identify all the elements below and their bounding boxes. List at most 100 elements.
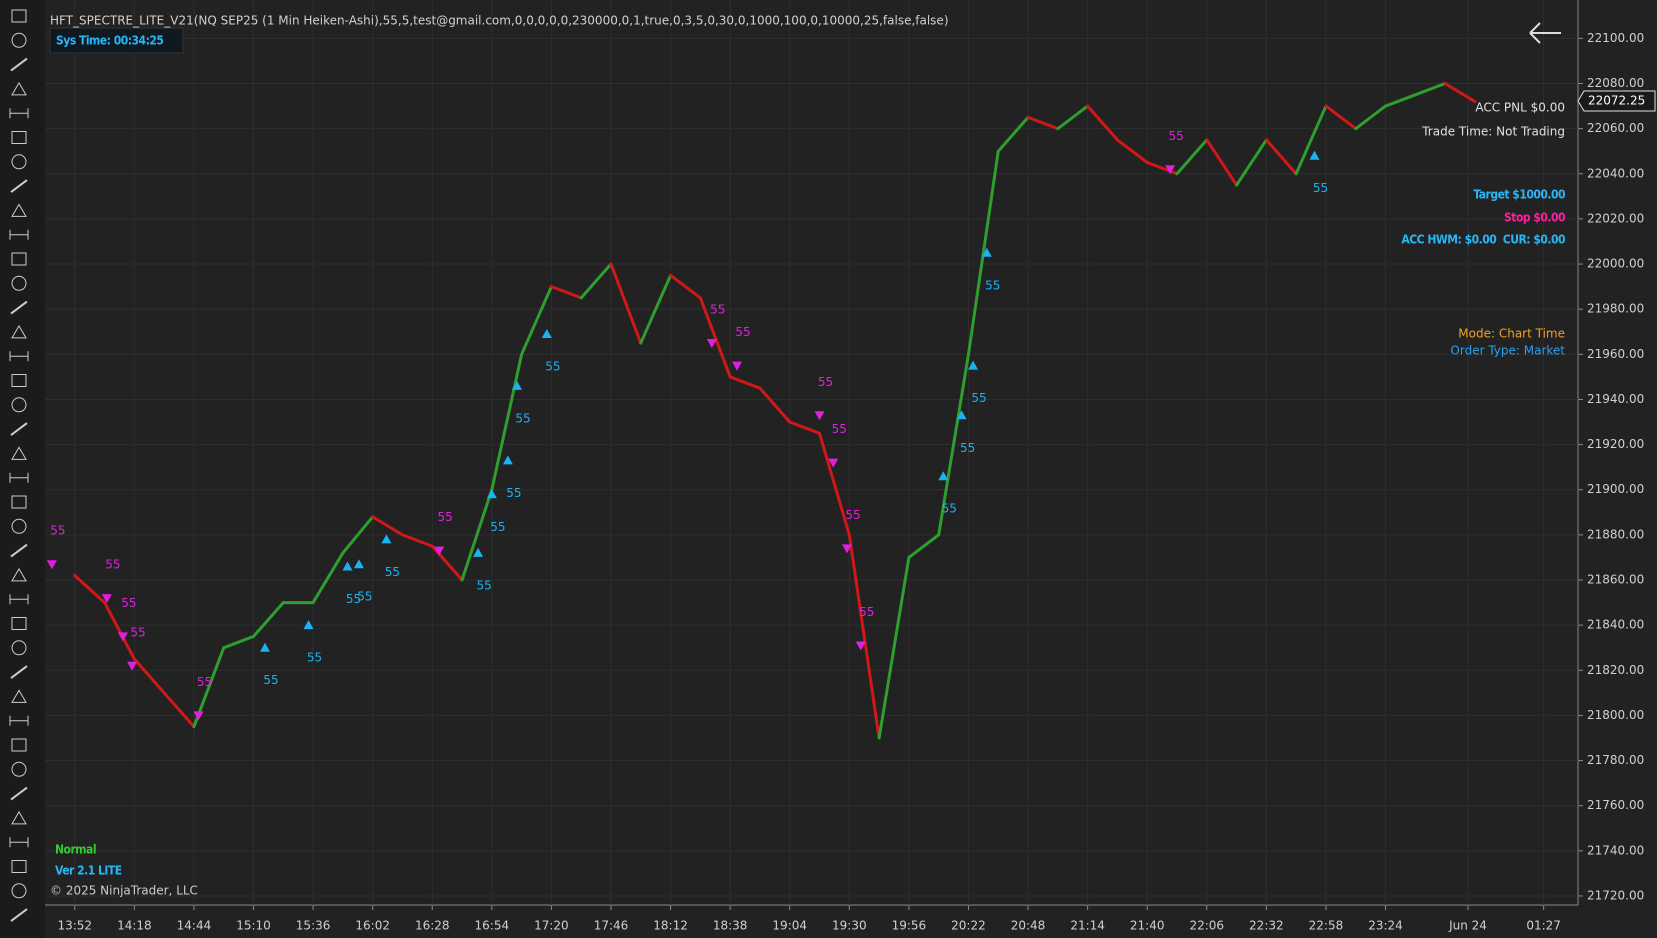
sell-signal — [828, 458, 839, 468]
price-segment — [460, 488, 494, 582]
tool-icon[interactable] — [11, 883, 27, 899]
tool-icon[interactable] — [11, 518, 27, 534]
tool-icon[interactable] — [11, 9, 27, 23]
signal-label: 55 — [437, 510, 452, 524]
price-segment — [1294, 104, 1328, 176]
tool-icon[interactable] — [9, 594, 29, 605]
tool-icon[interactable] — [10, 665, 28, 679]
tool-icon[interactable] — [11, 81, 27, 96]
y-tick-label: 21960.00 — [1587, 347, 1644, 361]
signal-label: 55 — [545, 360, 560, 374]
acc-pnl: ACC PNL $0.00 — [1475, 101, 1565, 115]
signal-label: 55 — [105, 558, 120, 572]
price-segment — [847, 533, 881, 740]
sell-signal — [101, 594, 112, 604]
tool-icon[interactable] — [9, 472, 29, 483]
price-segment — [1443, 82, 1477, 104]
price-segment — [73, 573, 107, 605]
price-segment — [758, 386, 792, 424]
buy-signal — [486, 489, 497, 499]
tool-icon[interactable] — [11, 738, 27, 752]
toolbar — [0, 0, 45, 938]
tool-icon[interactable] — [11, 397, 27, 413]
x-tick-label: 19:04 — [772, 919, 807, 933]
tool-icon[interactable] — [10, 786, 28, 801]
signal-label: 55 — [515, 411, 530, 425]
price-segment — [1413, 82, 1447, 97]
trade-time: Trade Time: Not Trading — [1421, 125, 1565, 139]
sell-signal — [117, 632, 128, 642]
tool-icon[interactable] — [11, 446, 27, 460]
price-segment — [1175, 138, 1209, 176]
tool-icon[interactable] — [9, 715, 29, 726]
signal-label: 55 — [197, 675, 212, 689]
tool-icon[interactable] — [9, 108, 29, 119]
price-segment — [788, 420, 822, 435]
sell-signal — [193, 711, 204, 721]
buy-signal — [342, 561, 353, 571]
sell-signal — [842, 544, 853, 554]
tool-icon[interactable] — [11, 495, 27, 509]
price-segment — [490, 352, 524, 492]
signal-label: 55 — [710, 303, 725, 317]
price-segment — [371, 515, 404, 537]
price-segment — [877, 555, 911, 740]
sell-signal — [732, 361, 743, 371]
tool-icon[interactable] — [10, 300, 28, 315]
tool-icon[interactable] — [10, 422, 28, 436]
price-segment — [1264, 138, 1298, 176]
x-tick-label: 20:48 — [1011, 919, 1046, 933]
price-segment — [1145, 160, 1179, 176]
sell-signal — [46, 560, 57, 570]
tool-icon[interactable] — [11, 324, 27, 339]
tool-icon[interactable] — [11, 761, 27, 777]
tool-icon[interactable] — [11, 374, 27, 387]
mode: Mode: Chart Time — [1458, 327, 1565, 341]
x-tick-label: 14:44 — [177, 919, 212, 933]
tool-icon[interactable] — [11, 617, 27, 630]
plot: 55 55 55 55 55 55 55 55 55 55 55 55 55 55 55 55 55 55 55 55… — [46, 82, 1477, 740]
back-arrow[interactable] — [1529, 22, 1561, 44]
signal-label: 55 — [476, 578, 491, 592]
price-segment — [728, 375, 762, 390]
tool-icon[interactable] — [11, 131, 27, 144]
tool-icon[interactable] — [11, 810, 27, 825]
order-type: Order Type: Market — [1450, 344, 1565, 358]
price-segment — [1384, 93, 1417, 108]
acc-hwm: ACC HWM: $0.00 CUR: $0.00 — [1401, 233, 1565, 247]
signal-label: 55 — [942, 502, 957, 516]
x-tick-label: 14:18 — [117, 919, 152, 933]
stop: Stop $0.00 — [1504, 211, 1565, 225]
tool-icon[interactable] — [9, 837, 29, 848]
tool-icon[interactable] — [11, 567, 27, 582]
buy-signal — [938, 471, 949, 481]
tool-icon[interactable] — [10, 179, 28, 193]
tool-icon[interactable] — [11, 203, 27, 217]
tool-icon[interactable] — [9, 229, 29, 240]
buy-signal — [1309, 150, 1320, 160]
x-tick-label: 23:24 — [1368, 919, 1403, 933]
tool-icon[interactable] — [10, 908, 28, 922]
x-tick-label: 16:02 — [355, 919, 390, 933]
tool-icon[interactable] — [11, 154, 27, 170]
x-tick-label: 19:56 — [892, 919, 927, 933]
x-tick-label: 13:52 — [57, 919, 92, 933]
tool-icon[interactable] — [11, 689, 27, 703]
y-tick-label: 21760.00 — [1587, 798, 1644, 812]
signal-label: 55 — [385, 565, 400, 579]
tool-icon[interactable] — [10, 57, 28, 72]
tool-icon[interactable] — [11, 252, 27, 266]
price-segment — [222, 634, 256, 650]
tool-icon[interactable] — [10, 543, 28, 558]
tool-icon[interactable] — [11, 275, 27, 291]
sell-signal — [1165, 165, 1176, 175]
buy-signal — [353, 559, 364, 569]
price-segment — [669, 273, 702, 300]
tool-icon[interactable] — [11, 860, 27, 873]
price-segment — [1056, 104, 1090, 131]
tool-icon[interactable] — [11, 640, 27, 656]
tool-icon[interactable] — [11, 32, 27, 48]
price-segment — [907, 533, 941, 559]
tool-icon[interactable] — [9, 351, 29, 362]
signal-label: 55 — [859, 605, 874, 619]
